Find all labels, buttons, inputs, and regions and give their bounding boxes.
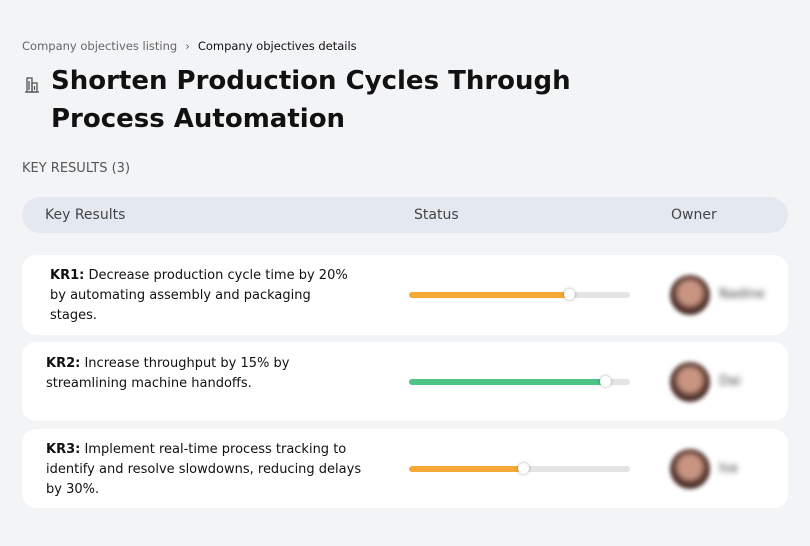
- column-header: Status: [414, 207, 459, 223]
- column-header: Key Results: [45, 207, 126, 223]
- key-result-text: KR1: Decrease production cycle time by 2…: [50, 266, 350, 326]
- progress-fill: [409, 378, 606, 385]
- key-result-id: KR3:: [46, 442, 81, 457]
- progress-knob: [599, 375, 611, 387]
- owner-avatar: [670, 361, 710, 402]
- key-result-row[interactable]: KR3: Implement real-time process trackin…: [22, 429, 788, 508]
- owner-avatar: [670, 448, 710, 489]
- key-result-text: KR2: Increase throughput by 15% by strea…: [46, 354, 366, 394]
- progress-track: [409, 375, 630, 387]
- progress-fill: [409, 292, 571, 298]
- owner-name: Isa: [719, 460, 738, 476]
- key-result-description: Increase throughput by 15% by streamlini…: [46, 356, 290, 391]
- owner-name: Dai: [719, 373, 741, 389]
- key-result-id: KR2:: [46, 356, 81, 371]
- progress-fill: [409, 465, 524, 472]
- key-result-row[interactable]: KR1: Decrease production cycle time by 2…: [22, 255, 788, 335]
- page-title: Shorten Production Cycles Through Proces…: [51, 66, 571, 134]
- breadcrumb-current: Company objectives details: [197, 39, 357, 53]
- breadcrumb-separator: ›: [185, 39, 190, 53]
- key-result-description: Implement real-time process tracking to …: [46, 442, 362, 497]
- key-result-id: KR1:: [50, 268, 85, 283]
- owner-name: Nadine: [719, 287, 765, 302]
- breadcrumb: Company objectives listing › Company objec…: [22, 39, 357, 53]
- owner-avatar: [670, 275, 710, 315]
- key-result-row[interactable]: KR2: Increase throughput by 15% by strea…: [22, 342, 788, 421]
- progress-track: [409, 289, 630, 300]
- section-label: KEY RESULTS (3): [22, 161, 131, 176]
- progress-track: [409, 462, 630, 474]
- key-result-description: Decrease production cycle time by 20% by…: [50, 268, 348, 323]
- progress-knob: [517, 462, 529, 474]
- progress-knob: [564, 289, 576, 300]
- breadcrumb-link[interactable]: Company objectives listing: [22, 39, 178, 53]
- key-result-text: KR3: Implement real-time process trackin…: [46, 440, 366, 500]
- building-icon: [25, 77, 39, 93]
- table-header: Key Results Status Owner: [22, 197, 788, 233]
- column-header: Owner: [671, 207, 717, 223]
